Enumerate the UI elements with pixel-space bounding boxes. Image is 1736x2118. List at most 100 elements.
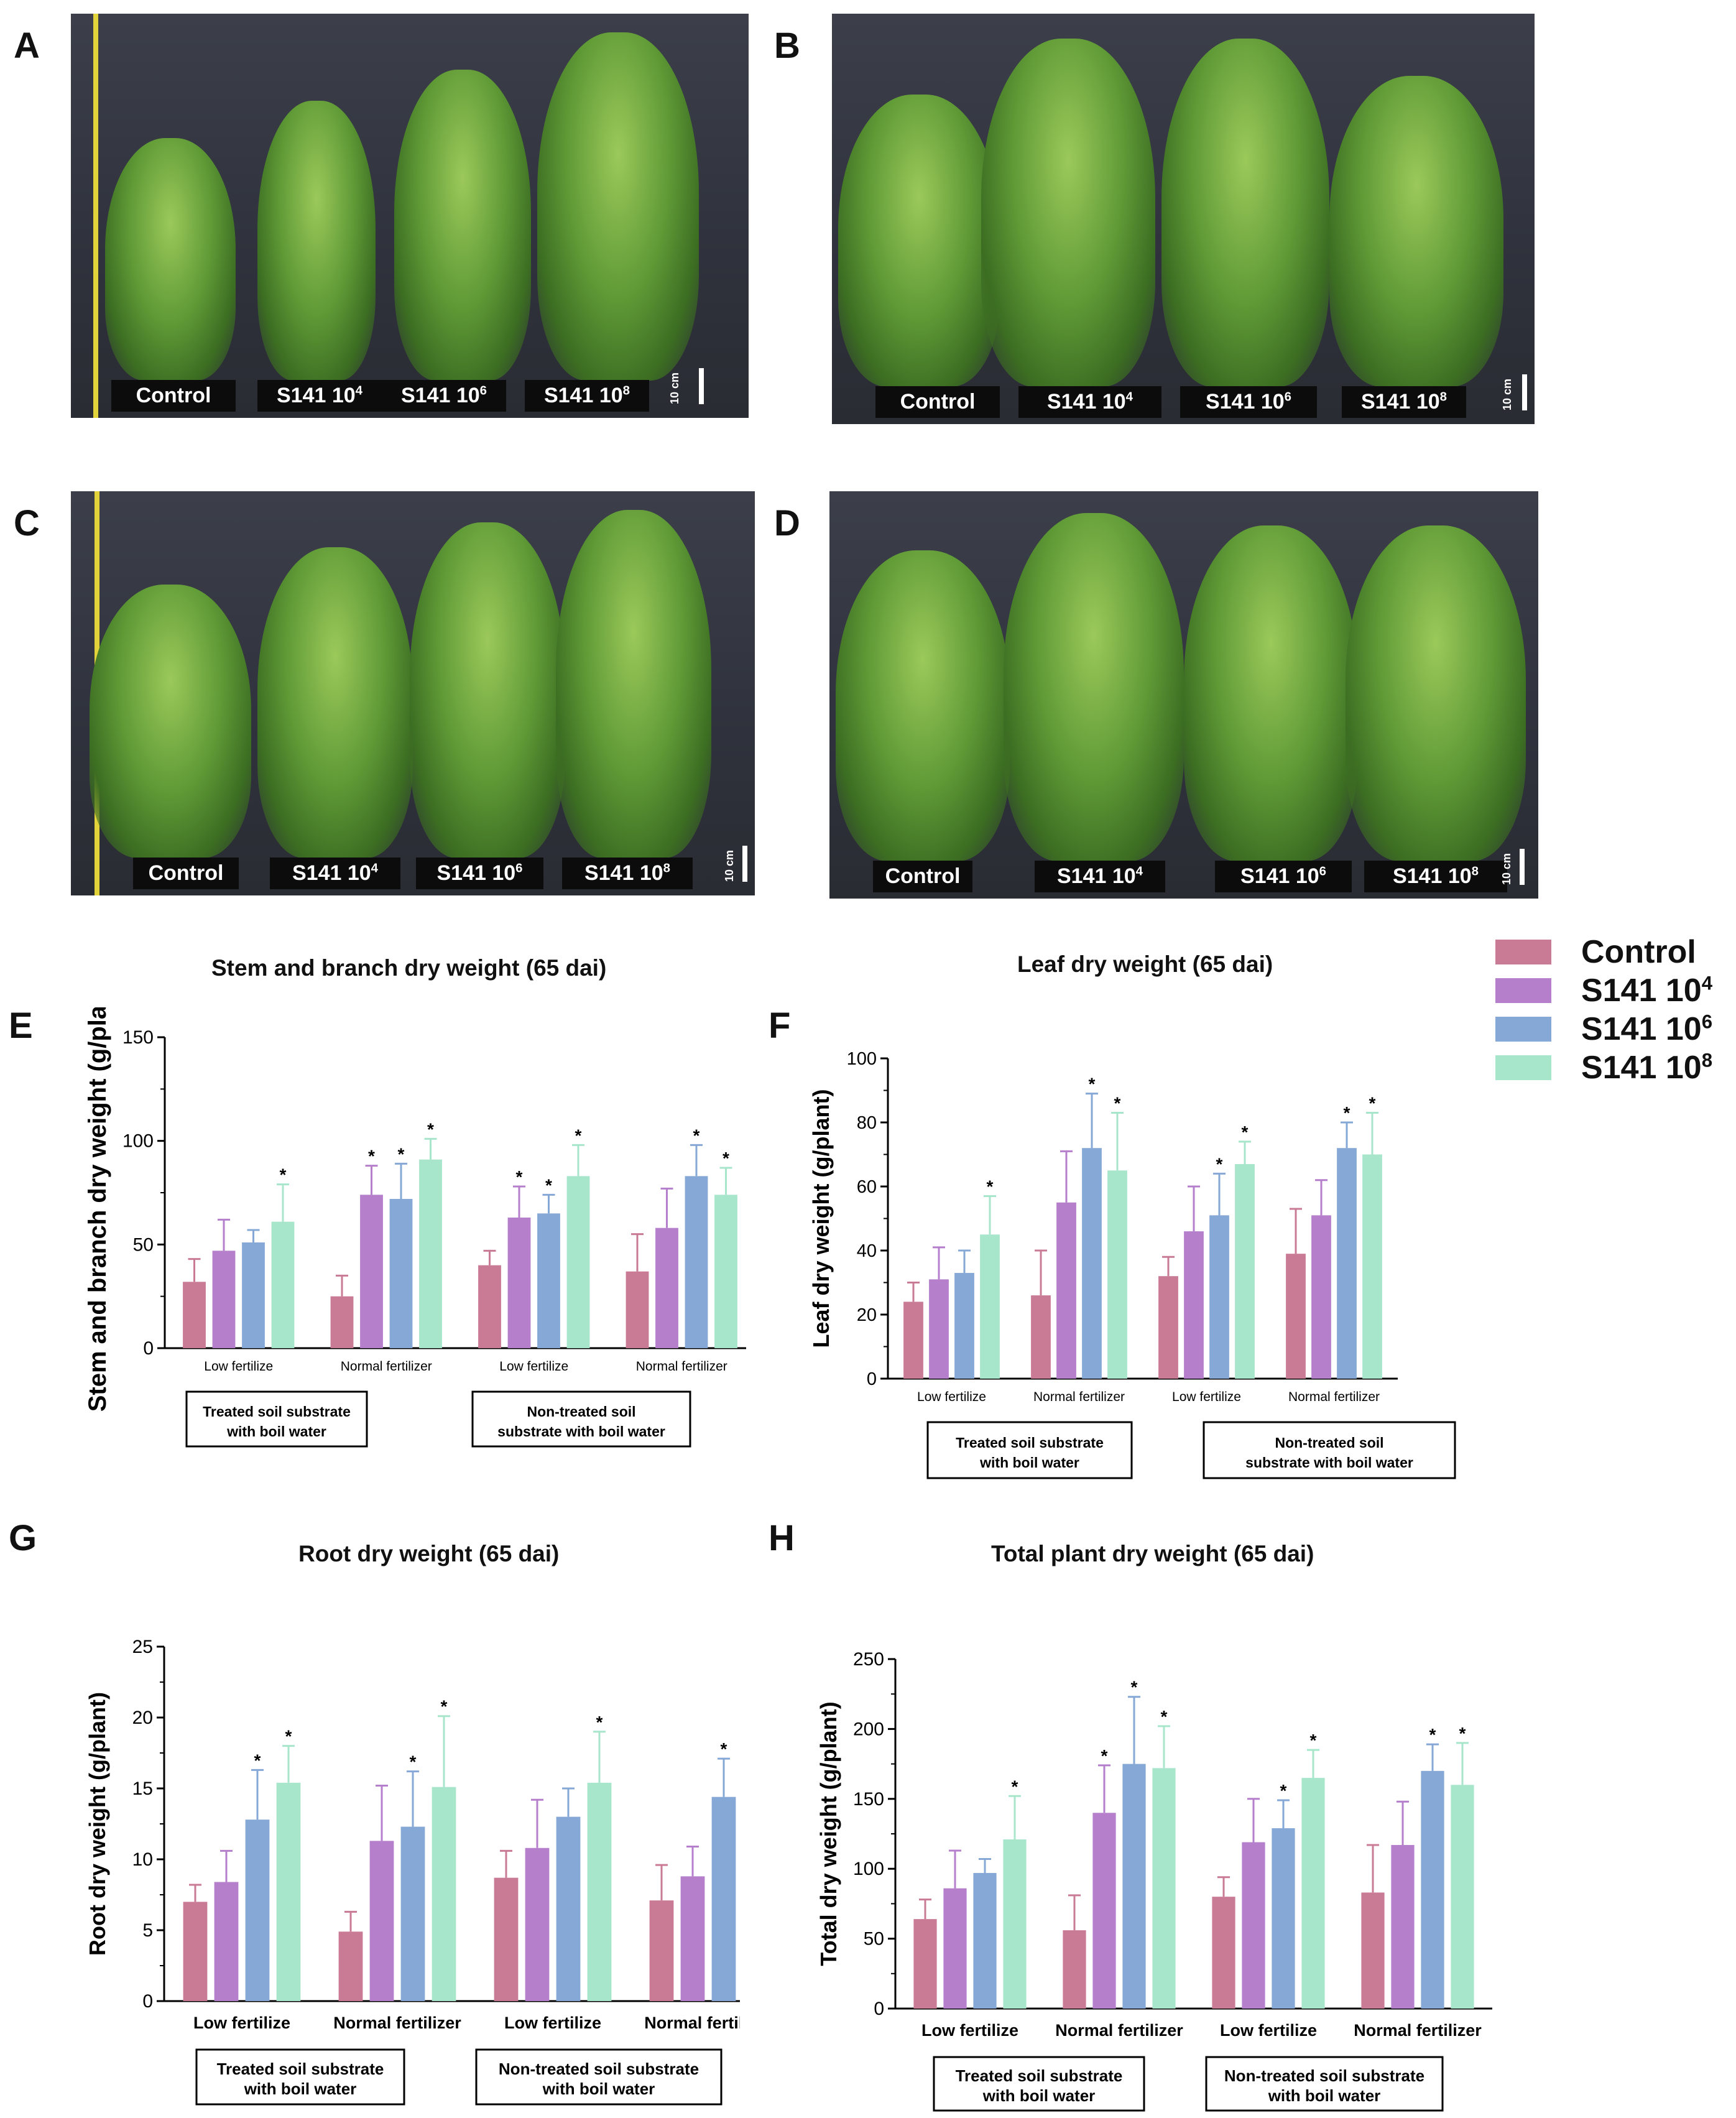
treatment-label: S141 106 xyxy=(416,858,543,889)
scale-bar-label: 10 cm xyxy=(668,372,681,404)
group-box xyxy=(195,2048,405,2106)
bar xyxy=(369,1841,394,2001)
bar xyxy=(1391,1844,1415,2009)
category-label: Low fertilize xyxy=(204,1359,273,1374)
bar xyxy=(1082,1148,1102,1379)
group-box-label: with boil water xyxy=(226,1423,326,1440)
bar xyxy=(212,1251,236,1348)
cannabis-plant-image xyxy=(838,95,1000,387)
photo-panel-b: Control S141 104 S141 106 S141 108 10 cm xyxy=(832,14,1535,424)
chart-e: 0 50 100 150 Stem and branch dry weight (g/p… xyxy=(84,1007,746,1448)
treatment-label: S141 104 xyxy=(1035,861,1165,892)
cannabis-plant-image xyxy=(1329,76,1503,387)
cannabis-plant-image xyxy=(105,138,236,381)
significance-marker: * xyxy=(427,1119,434,1139)
significance-marker: * xyxy=(723,1149,729,1168)
bar xyxy=(245,1820,270,2001)
category-label: Normal fertilizer xyxy=(1055,2021,1183,2040)
treatment-label: S141 108 xyxy=(1364,861,1507,892)
bar xyxy=(1361,1892,1385,2009)
treatment-label: S141 106 xyxy=(1180,386,1317,418)
y-tick-label: 60 xyxy=(857,1177,877,1197)
bar xyxy=(566,1176,590,1348)
bar xyxy=(330,1296,354,1348)
bar xyxy=(1421,1770,1444,2009)
category-label: Normal fertilizer xyxy=(333,2014,461,2032)
group-box xyxy=(475,2048,723,2106)
bar xyxy=(929,1279,949,1379)
group-box-label: Non-treated soil substrate xyxy=(499,2060,699,2078)
y-tick-label: 50 xyxy=(133,1234,154,1255)
panel-letter-f: F xyxy=(769,1006,791,1046)
y-tick-label: 150 xyxy=(122,1027,154,1048)
y-tick-label: 10 xyxy=(132,1849,153,1870)
category-label: Normal fertilizer xyxy=(1033,1390,1125,1404)
category-label: Low fertilize xyxy=(1220,2021,1317,2040)
panel-letter-a: A xyxy=(14,25,40,66)
legend-label: S141 108 xyxy=(1581,1049,1713,1086)
bar xyxy=(1031,1295,1051,1379)
y-tick-label: 15 xyxy=(132,1778,153,1799)
significance-marker: * xyxy=(398,1144,405,1163)
group-box xyxy=(185,1390,368,1448)
significance-marker: * xyxy=(1101,1746,1108,1765)
y-axis-label: Stem and branch dry weight (g/plant) xyxy=(84,1007,111,1412)
bar xyxy=(1107,1170,1127,1379)
group-box-label: Treated soil substrate xyxy=(956,1435,1104,1451)
cannabis-plant-image xyxy=(556,510,711,858)
group-box xyxy=(471,1390,691,1448)
significance-marker: * xyxy=(254,1750,261,1770)
group-box-label: Treated soil substrate xyxy=(956,2066,1123,2085)
bar xyxy=(1272,1828,1295,2009)
bar xyxy=(1122,1764,1146,2009)
chart-f: 0 20 40 60 80 100 Leaf dry weight (g/plant) * Lo… xyxy=(808,1049,1456,1479)
bar xyxy=(271,1221,295,1348)
legend: Control S141 104 S141 106 S141 108 xyxy=(1495,933,1712,1087)
cannabis-plant-image xyxy=(257,547,413,858)
photo-panel-d: Control S141 104 S141 106 S141 108 10 cm xyxy=(829,491,1538,899)
scale-bar xyxy=(1522,374,1527,410)
bar xyxy=(507,1218,531,1348)
scale-bar-label: 10 cm xyxy=(1501,378,1513,410)
panel-letter-b: B xyxy=(774,25,800,66)
treatment-label: Control xyxy=(133,858,239,889)
panel-letter-d: D xyxy=(774,503,800,543)
legend-item: S141 108 xyxy=(1495,1048,1712,1087)
bar xyxy=(1056,1202,1076,1379)
bar xyxy=(556,1816,581,2001)
cannabis-plant-image xyxy=(1004,513,1184,861)
significance-marker: * xyxy=(575,1126,582,1145)
group-box-label: with boil water xyxy=(1268,2086,1381,2105)
bar xyxy=(711,1797,736,2001)
bar xyxy=(525,1847,550,2001)
legend-swatch xyxy=(1495,1017,1551,1042)
group-box-label: substrate with boil water xyxy=(1245,1454,1413,1471)
group-box xyxy=(926,1421,1133,1479)
bar xyxy=(1063,1930,1086,2009)
bar xyxy=(1451,1785,1474,2009)
significance-marker: * xyxy=(410,1752,417,1772)
group-box-label: substrate with boil water xyxy=(497,1423,665,1440)
legend-swatch xyxy=(1495,978,1551,1003)
scale-bar xyxy=(699,368,704,404)
significance-marker: * xyxy=(516,1167,523,1186)
chart-h: 0 50 100 150 200 250 Total dry weight (g/plant… xyxy=(816,1649,1492,2112)
bar xyxy=(1286,1254,1306,1379)
bar xyxy=(1003,1839,1027,2009)
cannabis-plant-image xyxy=(410,522,565,858)
scale-bar-label: 10 cm xyxy=(1500,853,1513,885)
category-label: Low fertilize xyxy=(193,2014,290,2032)
legend-label: S141 104 xyxy=(1581,972,1713,1009)
significance-marker: * xyxy=(596,1713,603,1732)
group-box xyxy=(1205,2056,1444,2112)
bar xyxy=(1092,1813,1116,2009)
bar xyxy=(183,1282,206,1348)
bar xyxy=(1184,1231,1204,1379)
panel-letter-h: H xyxy=(769,1518,795,1558)
cannabis-plant-image xyxy=(981,39,1155,387)
treatment-label: S141 108 xyxy=(1342,386,1466,418)
chart-title-e: Stem and branch dry weight (65 dai) xyxy=(211,955,607,981)
significance-marker: * xyxy=(1344,1103,1350,1122)
bar xyxy=(1152,1768,1176,2009)
y-axis-label: Total dry weight (g/plant) xyxy=(816,1701,841,1966)
